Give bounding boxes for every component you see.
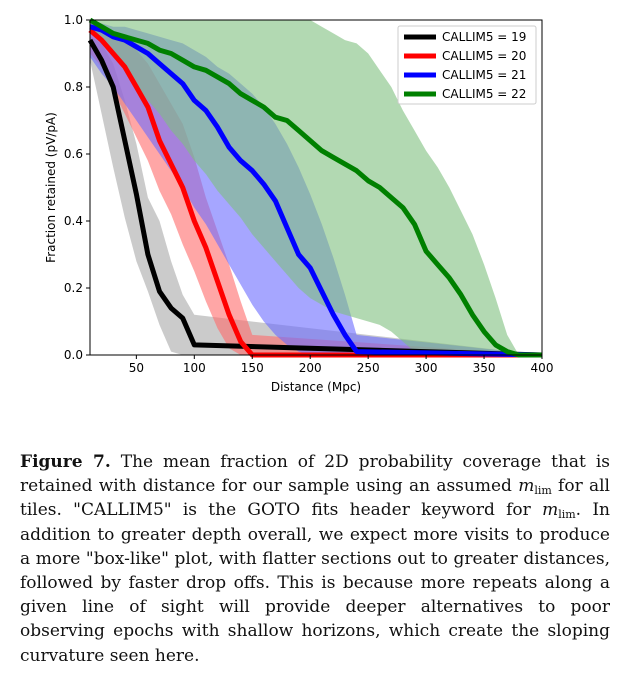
- series-line-3: [89, 24, 543, 358]
- series-line-4: [88, 17, 542, 358]
- x-tick-label: 200: [299, 361, 322, 375]
- caption-label: Figure 7.: [20, 452, 111, 472]
- legend-label: CALLIM5 = 20: [442, 49, 526, 63]
- caption-text-1: The mean fraction of 2D probability cove…: [20, 452, 610, 497]
- y-tick-label: 0.2: [64, 281, 83, 295]
- series-lines: [87, 17, 543, 358]
- figure-caption: Figure 7. The mean fraction of 2D probab…: [20, 450, 610, 668]
- confidence-band-4: [90, 20, 542, 355]
- legend-label: CALLIM5 = 21: [442, 68, 526, 82]
- x-tick-label: 100: [183, 361, 206, 375]
- y-tick-label: 0.8: [64, 80, 83, 94]
- x-tick-label: 150: [241, 361, 264, 375]
- x-axis-label: Distance (Mpc): [271, 380, 361, 394]
- legend-label: CALLIM5 = 19: [442, 30, 526, 44]
- figure: 50 100 150 200 250 300 350 400 0.0 0.2 0.4 0.6 0.8 1…: [44, 13, 554, 394]
- plot-frame: [89, 19, 543, 356]
- caption-text-2: for all tiles. "CALLIM5" is the GOTO fit…: [20, 476, 610, 521]
- caption-math-m: m: [518, 476, 535, 497]
- y-tick-label: 1.0: [64, 13, 83, 27]
- y-tick-label: 0.4: [64, 214, 83, 228]
- legend-box: [397, 25, 537, 105]
- x-tick-label: 50: [129, 361, 144, 375]
- x-axis-ticks: 50 100 150 200 250 300 350 400: [129, 355, 554, 375]
- confidence-band-2: [90, 23, 542, 356]
- legend: CALLIM5 = 19 CALLIM5 = 20 CALLIM5 = 21 CALL…: [397, 25, 537, 105]
- y-axis-ticks: 0.0 0.2 0.4 0.6 0.8 1.0: [64, 13, 90, 362]
- y-tick-label: 0.6: [64, 147, 83, 161]
- y-tick-label: 0.0: [64, 348, 83, 362]
- y-axis-label: Fraction retained (pV/pA): [44, 112, 58, 263]
- caption-math-sub: lim: [558, 508, 576, 522]
- chart: 50 100 150 200 250 300 350 400 0.0 0.2 0.4 0.6 0.8 1…: [44, 13, 554, 394]
- series-line-2: [88, 28, 542, 358]
- x-tick-label: 400: [531, 361, 554, 375]
- caption-math-m: m: [542, 500, 559, 521]
- x-tick-label: 350: [473, 361, 496, 375]
- legend-label: CALLIM5 = 22: [442, 87, 526, 101]
- series-line-1: [87, 38, 543, 358]
- x-tick-label: 300: [415, 361, 438, 375]
- caption-text-3: . In addition to greater depth overall, …: [20, 500, 610, 666]
- x-tick-label: 250: [357, 361, 380, 375]
- caption-math-sub: lim: [534, 484, 552, 498]
